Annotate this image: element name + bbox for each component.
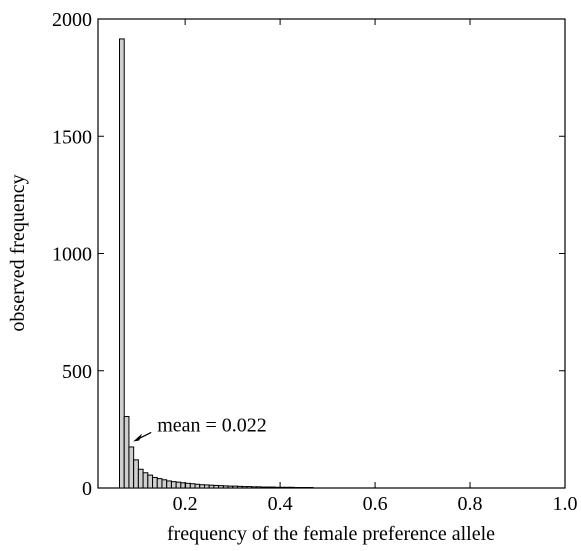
histogram-bar	[170, 481, 177, 489]
histogram-bar	[279, 486, 286, 489]
histogram-bar	[203, 484, 210, 489]
x-axis-label: frequency of the female preference allel…	[167, 523, 495, 545]
x-tick-label: 0.4	[268, 493, 293, 515]
histogram-bar	[251, 486, 257, 489]
y-tick-label: 500	[62, 361, 92, 383]
y-tick-label: 1000	[52, 244, 92, 266]
histogram-bar	[274, 486, 281, 489]
histogram-bar	[270, 486, 276, 489]
histogram-bar	[156, 478, 163, 489]
y-tick-label: 1500	[52, 126, 92, 148]
histogram-bar	[218, 485, 224, 489]
histogram-bar	[265, 486, 272, 489]
mean-arrow-line	[137, 431, 152, 440]
histogram-bar	[288, 486, 295, 489]
bars-group	[119, 38, 314, 489]
histogram-bar	[246, 486, 253, 489]
mean-annotation: mean = 0.022	[133, 414, 267, 442]
histogram-bar	[128, 446, 135, 489]
histogram-bar	[142, 472, 149, 489]
histogram-bar	[166, 480, 172, 489]
histogram-bar	[260, 486, 267, 489]
histogram-bar	[208, 484, 215, 489]
histogram-bar	[161, 479, 168, 489]
histogram-bar	[152, 476, 158, 489]
histogram-bar	[123, 415, 130, 489]
mean-annotation-label: mean = 0.022	[157, 414, 267, 436]
histogram-bar	[147, 474, 154, 489]
x-ticks-group: 0.2 0.4 0.6 0.8 1.0	[173, 19, 578, 515]
y-axis-label: observed frequency	[7, 174, 29, 331]
histogram-bar	[119, 38, 125, 489]
mean-arrow-head	[133, 433, 143, 442]
histogram-bar	[232, 485, 238, 489]
histogram-bar	[175, 481, 182, 489]
y-tick-label: 2000	[52, 9, 92, 31]
histogram-bar	[255, 486, 262, 489]
x-tick-label: 0.2	[173, 493, 198, 515]
histogram-bar	[213, 484, 220, 489]
histogram-bar	[222, 485, 229, 489]
histogram-bar	[237, 485, 243, 489]
x-tick-label: 1.0	[553, 493, 578, 515]
y-ticks-group: 0 500 1000 1500 2000	[52, 9, 565, 500]
histogram-bar	[189, 483, 196, 489]
histogram-bar	[185, 482, 191, 489]
x-tick-label: 0.8	[458, 493, 483, 515]
x-tick-label: 0.6	[363, 493, 388, 515]
histogram-bar	[137, 468, 144, 489]
histogram-bar	[227, 485, 234, 489]
y-tick-label: 0	[82, 478, 92, 500]
histogram-bar	[133, 459, 139, 489]
histogram-bar	[199, 484, 205, 489]
histogram-bar	[284, 486, 290, 489]
histogram-bar	[241, 486, 248, 489]
histogram-bar	[194, 483, 201, 489]
